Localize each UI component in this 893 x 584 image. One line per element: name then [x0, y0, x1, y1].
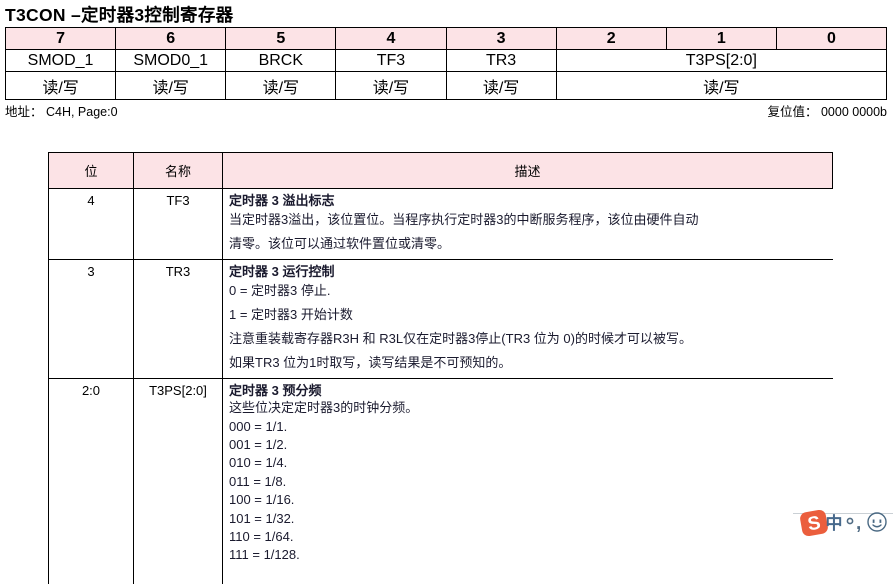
svg-text:,: ,: [856, 513, 861, 534]
svg-text:中: 中: [826, 513, 843, 533]
